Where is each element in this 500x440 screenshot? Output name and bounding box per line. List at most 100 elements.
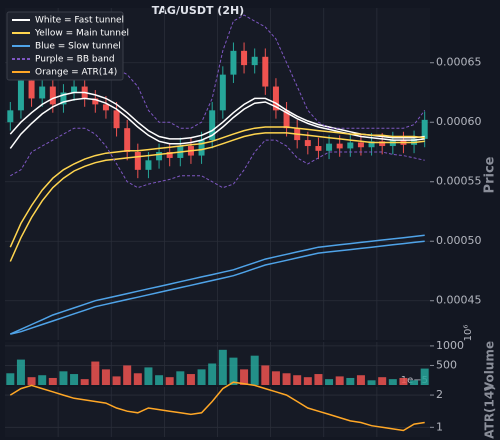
legend-label: Blue = Slow tunnel — [35, 42, 121, 52]
volume-bar — [293, 375, 302, 385]
legend-label: Purple = BB band — [35, 55, 115, 65]
candle-body — [124, 128, 131, 152]
legend-label: Orange = ATR(14) — [35, 68, 117, 78]
candle-body — [283, 110, 290, 129]
y-tick-label: 0.00065 — [436, 56, 482, 69]
volume-bar — [48, 377, 57, 385]
marks: 0.00045 0.00050 0.00055 0.00060 0.00065 500 10… — [5, 8, 482, 437]
volume-bar — [144, 367, 153, 385]
candle-body — [71, 86, 78, 93]
series-line — [10, 240, 425, 335]
candle-body — [357, 142, 364, 148]
y-tick-label: 0.00045 — [436, 294, 482, 307]
volume-bar — [91, 361, 100, 385]
volume-bar — [303, 377, 312, 385]
volume-bar — [38, 375, 47, 385]
volume-bar — [271, 371, 280, 385]
candle-body — [368, 141, 375, 148]
volume-bar — [356, 375, 365, 385]
candle-body — [209, 110, 216, 141]
volume-bar — [80, 379, 89, 385]
candle-body — [198, 140, 205, 156]
series-line — [9, 97, 425, 149]
volume-bar — [218, 349, 227, 385]
candle-body — [49, 86, 56, 105]
candle-body — [17, 80, 24, 111]
y-tick-label: 1 — [436, 420, 443, 433]
volume-bar — [410, 380, 419, 385]
volume-bar — [27, 377, 36, 385]
candle-body — [113, 110, 120, 129]
y-tick-label: 0.00060 — [436, 115, 482, 128]
volume-bar — [325, 379, 334, 385]
y-tick-label: 2 — [436, 388, 443, 401]
series-line — [9, 132, 425, 262]
volume-bar — [208, 363, 217, 385]
series-line — [9, 234, 425, 335]
candle-body — [315, 146, 322, 151]
candle-body — [7, 110, 14, 123]
candle-body — [230, 50, 237, 75]
series-line — [9, 381, 425, 432]
candle-body — [262, 56, 269, 87]
volume-bar — [282, 373, 291, 385]
candle-body — [102, 104, 109, 111]
volume-bar — [261, 365, 270, 385]
candle-body — [166, 151, 173, 158]
candle-body — [92, 98, 99, 105]
volume-bar — [250, 355, 259, 385]
volume-bar — [155, 375, 164, 385]
candle-body — [336, 143, 343, 149]
volume-bar — [367, 380, 376, 385]
candle-body — [347, 142, 354, 149]
volume-axis-label: Volume — [483, 341, 497, 391]
volume-bar — [70, 374, 79, 385]
volume-bar — [186, 374, 195, 385]
atr-axis-label: ATR(14) — [483, 385, 497, 438]
y-tick-label: 0.00050 — [436, 234, 482, 247]
volume-bar — [420, 368, 429, 385]
candle-body — [304, 140, 311, 147]
series-line — [10, 127, 425, 189]
volume-bar — [101, 369, 110, 385]
legend-label: White = Fast tunnel — [35, 16, 124, 26]
y-tick-label: 0.00055 — [436, 175, 482, 188]
volume-bar — [176, 371, 185, 385]
y-tick-label: 500 — [436, 358, 457, 371]
candle-body — [251, 56, 258, 66]
candle-body — [421, 119, 428, 139]
legend-box — [6, 11, 124, 81]
legend-label: Yellow = Main tunnel — [34, 29, 129, 39]
volume-bar — [388, 379, 397, 385]
series-line — [9, 126, 425, 248]
volume-bar — [335, 376, 344, 385]
candle-body — [156, 151, 163, 161]
candle-body — [241, 50, 248, 66]
chart-title: TAG/USDT (2H) — [152, 4, 244, 17]
volume-bar — [165, 377, 174, 385]
series-line — [9, 91, 425, 140]
candle-body — [326, 143, 333, 151]
candle-body — [379, 141, 386, 147]
volume-bar — [378, 377, 387, 385]
candle-body — [60, 92, 67, 105]
volume-bar — [16, 359, 25, 385]
volume-bar — [314, 374, 323, 385]
candle-body — [134, 151, 141, 170]
candle-body — [219, 74, 226, 111]
candle-body — [145, 160, 152, 170]
volume-offset: 10⁶ — [463, 325, 474, 342]
volume-bar — [240, 369, 249, 385]
volume-bar — [112, 376, 121, 385]
legend: White = Fast tunnel Yellow = Main tunnel B… — [6, 11, 129, 81]
volume-bar — [59, 371, 68, 385]
volume-bar — [346, 377, 355, 385]
volume-bar — [133, 373, 142, 385]
y-axis-label: Price — [483, 156, 498, 193]
volume-bar — [229, 357, 238, 385]
volume-bar — [123, 365, 132, 385]
volume-bar — [197, 369, 206, 385]
y-tick-label: 1000 — [436, 339, 464, 352]
